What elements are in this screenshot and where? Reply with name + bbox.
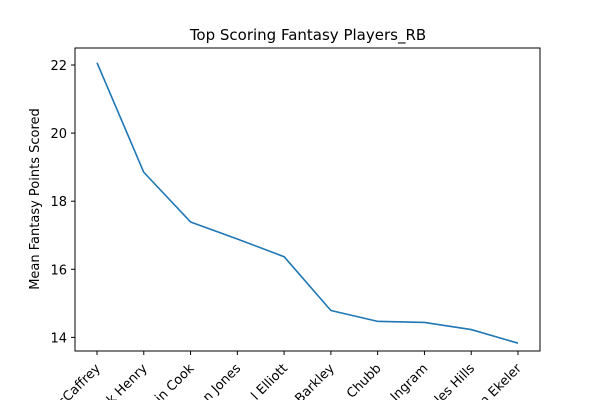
- y-tick-label: 22: [50, 59, 67, 74]
- x-tick-labels: cCaffrey k Henry in Cook n Jones l Elliott Ba…: [55, 361, 525, 400]
- x-tick-label: k Henry: [104, 361, 151, 400]
- y-tick-label: 20: [50, 127, 67, 142]
- axes-frame: [74, 47, 541, 352]
- x-tick-label: n Ekeler: [477, 361, 525, 400]
- x-tick-label: in Cook: [152, 361, 197, 400]
- x-tick-label: Barkley: [292, 361, 338, 400]
- y-tick-label: 14: [50, 331, 67, 346]
- x-tick-label: Chubb: [344, 361, 384, 400]
- chart-title: Top Scoring Fantasy Players_RB: [189, 26, 426, 45]
- y-axis-label: Mean Fantasy Points Scored: [28, 108, 43, 290]
- x-tick-label: les Hills: [432, 361, 478, 400]
- y-tick-label: 18: [50, 195, 67, 210]
- x-tick-label: l Elliott: [249, 361, 291, 400]
- y-tick-label: 16: [50, 263, 67, 278]
- x-tick-label: cCaffrey: [55, 361, 104, 400]
- x-tick-label: n Jones: [200, 361, 244, 400]
- x-tick-label: Ingram: [388, 361, 431, 400]
- series-line: [96, 62, 519, 344]
